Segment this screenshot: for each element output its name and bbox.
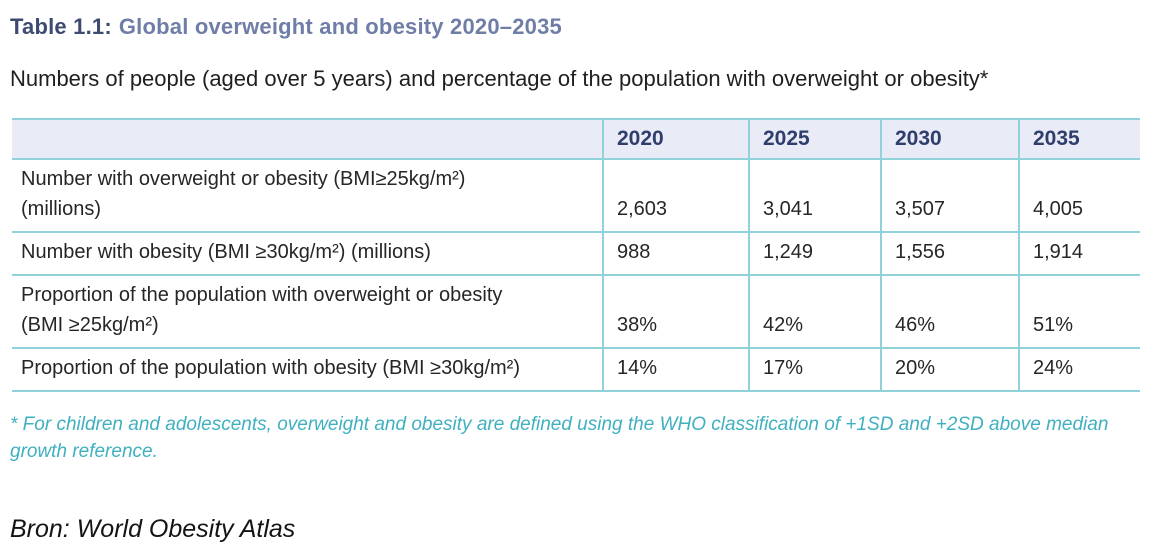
cell-value: 1,556 <box>880 232 1019 276</box>
table-title-prefix: Table 1.1: <box>10 14 112 39</box>
cell-value: 1,914 <box>1018 232 1140 276</box>
row-label: Proportion of the population with obesit… <box>12 348 603 392</box>
obesity-data-table: 2020 2025 2030 2035 Number with overweig… <box>12 118 1140 392</box>
table-subtitle: Numbers of people (aged over 5 years) an… <box>10 66 989 91</box>
cell-value: 38% <box>602 275 749 349</box>
cell-value: 51% <box>1018 275 1140 349</box>
header-year-2020: 2020 <box>602 119 749 160</box>
cell-value: 17% <box>748 348 881 392</box>
table-title: Table 1.1: Global overweight and obesity … <box>10 13 1140 41</box>
cell-value: 988 <box>602 232 749 276</box>
table-row: Proportion of the population with overwe… <box>12 275 1140 349</box>
table-title-text: Global overweight and obesity 2020–2035 <box>118 14 562 39</box>
cell-value: 3,041 <box>748 159 881 233</box>
footnote: * For children and adolescents, overweig… <box>10 414 1109 462</box>
table-row: Number with overweight or obesity (BMI≥2… <box>12 159 1140 233</box>
row-label: Number with obesity (BMI ≥30kg/m²) (mill… <box>12 232 603 276</box>
cell-value: 3,507 <box>880 159 1019 233</box>
row-label: Proportion of the population with overwe… <box>12 275 603 349</box>
cell-value: 1,249 <box>748 232 881 276</box>
header-year-2030: 2030 <box>880 119 1019 160</box>
cell-value: 2,603 <box>602 159 749 233</box>
cell-value: 4,005 <box>1018 159 1140 233</box>
table-header-row: 2020 2025 2030 2035 <box>12 119 1140 160</box>
source-caption: Bron: World Obesity Atlas <box>10 515 296 543</box>
cell-value: 20% <box>880 348 1019 392</box>
header-year-2025: 2025 <box>748 119 881 160</box>
cell-value: 42% <box>748 275 881 349</box>
cell-value: 24% <box>1018 348 1140 392</box>
row-label: Number with overweight or obesity (BMI≥2… <box>12 159 603 233</box>
table-row: Number with obesity (BMI ≥30kg/m²) (mill… <box>12 232 1140 276</box>
header-empty-cell <box>12 119 603 160</box>
table-row: Proportion of the population with obesit… <box>12 348 1140 392</box>
cell-value: 46% <box>880 275 1019 349</box>
header-year-2035: 2035 <box>1018 119 1140 160</box>
cell-value: 14% <box>602 348 749 392</box>
